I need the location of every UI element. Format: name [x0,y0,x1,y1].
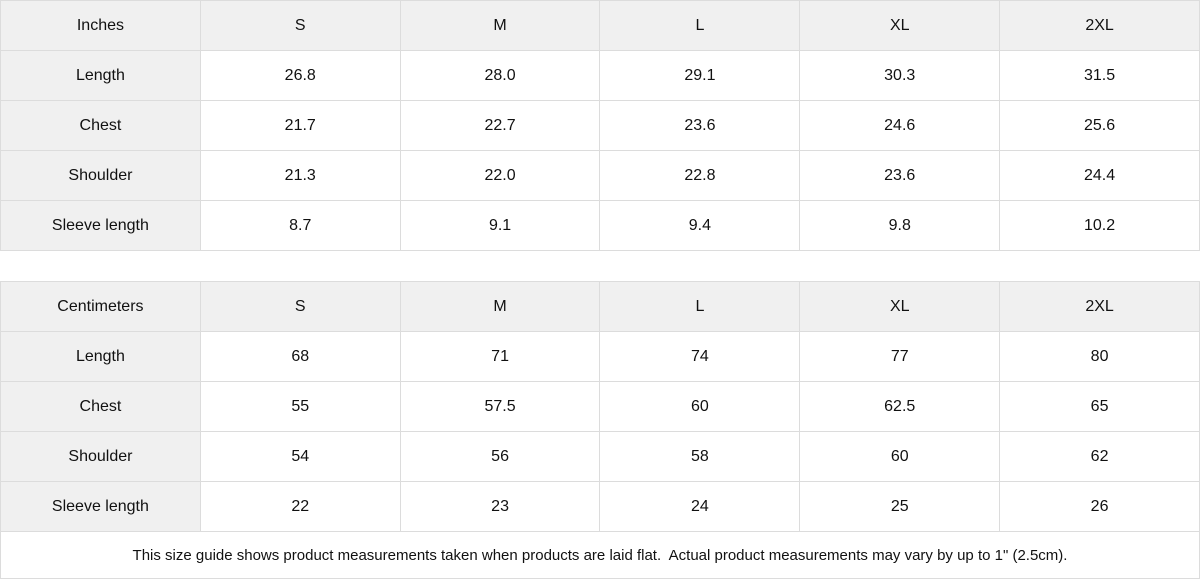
value-cell: 21.7 [199,100,401,151]
centimeters-size-table: Centimeters S M L XL 2XL Length 68 71 74 77 80 Chest… [0,281,1200,532]
value-cell: 22.8 [599,150,801,201]
table-row: Sleeve length 22 23 24 25 26 [0,481,1200,532]
table-row: Shoulder 21.3 22.0 22.8 23.6 24.4 [0,150,1200,201]
value-cell: 65 [999,381,1200,432]
value-cell: 28.0 [399,50,601,101]
size-header-cell: L [599,0,801,51]
value-cell: 29.1 [599,50,801,101]
row-label-cell: Chest [0,100,201,151]
value-cell: 8.7 [199,200,401,251]
table-row: Shoulder 54 56 58 60 62 [0,431,1200,482]
value-cell: 26.8 [199,50,401,101]
row-label-cell: Chest [0,381,201,432]
row-label-cell: Shoulder [0,150,201,201]
value-cell: 9.4 [599,200,801,251]
unit-header-cell: Inches [0,0,201,51]
value-cell: 60 [799,431,1001,482]
size-header-row: Inches S M L XL 2XL [0,0,1200,51]
size-header-cell: 2XL [999,281,1200,332]
value-cell: 71 [399,331,601,382]
value-cell: 21.3 [199,150,401,201]
value-cell: 62 [999,431,1200,482]
table-row: Length 26.8 28.0 29.1 30.3 31.5 [0,50,1200,101]
value-cell: 10.2 [999,200,1200,251]
value-cell: 22.7 [399,100,601,151]
value-cell: 68 [199,331,401,382]
value-cell: 60 [599,381,801,432]
value-cell: 55 [199,381,401,432]
value-cell: 74 [599,331,801,382]
row-label-cell: Length [0,50,201,101]
table-row: Chest 21.7 22.7 23.6 24.6 25.6 [0,100,1200,151]
size-header-cell: XL [799,281,1001,332]
size-header-cell: S [199,281,401,332]
size-header-row: Centimeters S M L XL 2XL [0,281,1200,332]
value-cell: 24.4 [999,150,1200,201]
value-cell: 9.8 [799,200,1001,251]
row-label-cell: Length [0,331,201,382]
value-cell: 23.6 [799,150,1001,201]
table-row: Sleeve length 8.7 9.1 9.4 9.8 10.2 [0,200,1200,251]
value-cell: 57.5 [399,381,601,432]
size-header-cell: S [199,0,401,51]
size-header-cell: M [399,0,601,51]
value-cell: 25 [799,481,1001,532]
value-cell: 24 [599,481,801,532]
row-label-cell: Sleeve length [0,481,201,532]
value-cell: 54 [199,431,401,482]
value-cell: 23.6 [599,100,801,151]
table-spacer [0,251,1200,281]
unit-header-cell: Centimeters [0,281,201,332]
value-cell: 56 [399,431,601,482]
size-header-cell: XL [799,0,1001,51]
inches-size-table: Inches S M L XL 2XL Length 26.8 28.0 29.1 30.3 31.5… [0,0,1200,251]
value-cell: 30.3 [799,50,1001,101]
value-cell: 58 [599,431,801,482]
value-cell: 22.0 [399,150,601,201]
value-cell: 25.6 [999,100,1200,151]
value-cell: 80 [999,331,1200,382]
size-header-cell: 2XL [999,0,1200,51]
size-guide-note: This size guide shows product measuremen… [0,531,1200,579]
value-cell: 31.5 [999,50,1200,101]
size-header-cell: M [399,281,601,332]
table-row: Chest 55 57.5 60 62.5 65 [0,381,1200,432]
size-header-cell: L [599,281,801,332]
value-cell: 26 [999,481,1200,532]
table-row: Length 68 71 74 77 80 [0,331,1200,382]
value-cell: 23 [399,481,601,532]
row-label-cell: Sleeve length [0,200,201,251]
value-cell: 9.1 [399,200,601,251]
value-cell: 77 [799,331,1001,382]
value-cell: 62.5 [799,381,1001,432]
value-cell: 22 [199,481,401,532]
row-label-cell: Shoulder [0,431,201,482]
value-cell: 24.6 [799,100,1001,151]
